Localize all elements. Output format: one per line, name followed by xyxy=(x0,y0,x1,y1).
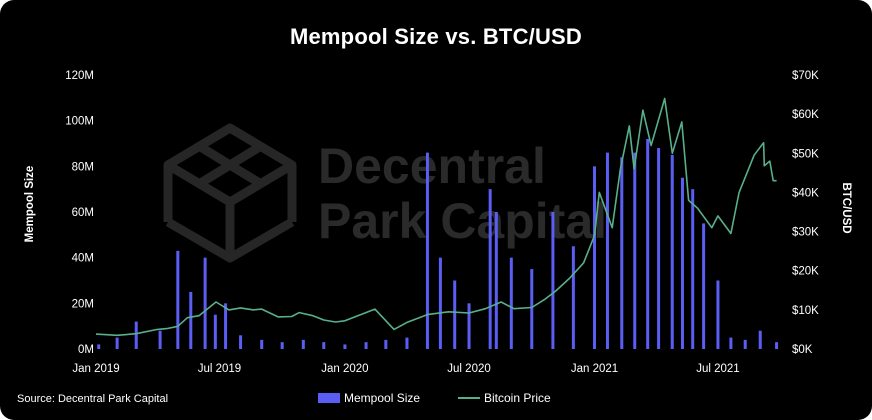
x-tick-label: Jan 2021 xyxy=(571,363,618,375)
y-left-tick-label: 100M xyxy=(65,116,94,128)
y-right-ticks: $0K $10K $20K $30K $40K $50K $60K $70K xyxy=(792,70,819,356)
mempool-bar xyxy=(260,339,264,349)
mempool-bar xyxy=(301,339,305,349)
y-left-ticks: 0M 20M 40M 60M 80M 100M 120M xyxy=(65,70,94,356)
mempool-bar xyxy=(620,157,624,349)
y-left-tick-label: 80M xyxy=(72,161,94,173)
y-left-tick-label: 20M xyxy=(72,298,94,310)
mempool-bar xyxy=(239,335,243,349)
y-left-tick-label: 60M xyxy=(72,207,94,219)
watermark-line-2: Park Capital xyxy=(318,193,607,249)
mempool-bar xyxy=(405,337,409,349)
legend-item-btc: Bitcoin Price xyxy=(458,390,551,406)
y-left-tick-label: 0M xyxy=(78,344,94,356)
mempool-bar xyxy=(343,344,347,349)
legend-label-btc: Bitcoin Price xyxy=(484,391,551,405)
legend-swatch-mempool xyxy=(318,393,340,403)
y-right-tick-label: $40K xyxy=(792,187,819,199)
mempool-bar xyxy=(115,337,119,349)
mempool-bar xyxy=(551,212,555,349)
y-right-tick-label: $20K xyxy=(792,266,819,278)
source-note: Source: Decentral Park Capital xyxy=(17,393,169,405)
watermark: Decentral Park Capital xyxy=(163,123,607,263)
watermark-cube-icon xyxy=(163,123,297,263)
chart-title: Mempool Size vs. BTC/USD xyxy=(289,24,583,49)
mempool-bars xyxy=(97,138,779,349)
mempool-bar xyxy=(509,257,513,349)
x-tick-label: Jan 2019 xyxy=(72,363,119,375)
mempool-bar xyxy=(134,321,138,349)
mempool-bar xyxy=(593,166,597,349)
mempool-bar xyxy=(224,303,228,349)
mempool-bar xyxy=(571,246,575,349)
legend-label-mempool: Mempool Size xyxy=(344,391,421,405)
x-tick-label: Jul 2021 xyxy=(696,363,739,375)
mempool-bar xyxy=(189,291,193,349)
mempool-bar xyxy=(213,314,217,349)
x-tick-label: Jul 2020 xyxy=(447,363,490,375)
mempool-bar xyxy=(670,154,674,349)
mempool-bar xyxy=(680,177,684,349)
x-ticks: Jan 2019 Jul 2019 Jan 2020 Jul 2020 Jan 2021… xyxy=(72,363,739,375)
legend-swatch-btc xyxy=(458,397,480,399)
y-right-tick-label: $60K xyxy=(792,109,819,121)
y-right-tick-label: $30K xyxy=(792,227,819,239)
y-right-tick-label: $0K xyxy=(792,344,813,356)
mempool-bar xyxy=(758,330,762,349)
mempool-bar xyxy=(691,189,695,349)
mempool-bar xyxy=(716,280,720,349)
mempool-bar xyxy=(467,303,471,349)
mempool-bar xyxy=(743,339,747,349)
mempool-bar xyxy=(494,212,498,349)
mempool-bar xyxy=(633,152,637,349)
mempool-bar xyxy=(322,342,326,349)
mempool-bar xyxy=(530,269,534,349)
mempool-bar xyxy=(280,342,284,349)
btc-line-group xyxy=(95,97,777,337)
mempool-bar xyxy=(438,257,442,349)
mempool-bar xyxy=(775,342,779,349)
x-tick-label: Jul 2019 xyxy=(198,363,241,375)
watermark-line-1: Decentral xyxy=(318,138,546,194)
mempool-bar xyxy=(702,223,706,349)
y-right-tick-label: $70K xyxy=(792,70,819,82)
mempool-bar xyxy=(657,148,661,349)
y-right-tick-label: $10K xyxy=(792,305,819,317)
mempool-bar xyxy=(364,342,368,349)
mempool-bar xyxy=(97,344,101,349)
mempool-bar xyxy=(176,250,180,349)
y-left-axis-title: Mempool Size xyxy=(24,166,36,243)
mempool-bar xyxy=(158,330,162,349)
mempool-bar xyxy=(384,339,388,349)
mempool-bar xyxy=(203,257,207,349)
mempool-bar xyxy=(425,152,429,349)
mempool-bar xyxy=(605,152,609,349)
mempool-bar xyxy=(729,337,733,349)
btc-price-line xyxy=(95,97,777,337)
x-tick-label: Jan 2020 xyxy=(321,363,368,375)
mempool-bar xyxy=(488,189,492,349)
mempool-bar xyxy=(453,280,457,349)
y-left-tick-label: 120M xyxy=(65,70,94,82)
y-right-tick-label: $50K xyxy=(792,148,819,160)
legend-item-mempool: Mempool Size xyxy=(318,390,420,406)
y-right-axis-title: BTC/USD xyxy=(840,182,852,233)
mempool-bar xyxy=(646,138,650,349)
y-left-tick-label: 40M xyxy=(72,253,94,265)
